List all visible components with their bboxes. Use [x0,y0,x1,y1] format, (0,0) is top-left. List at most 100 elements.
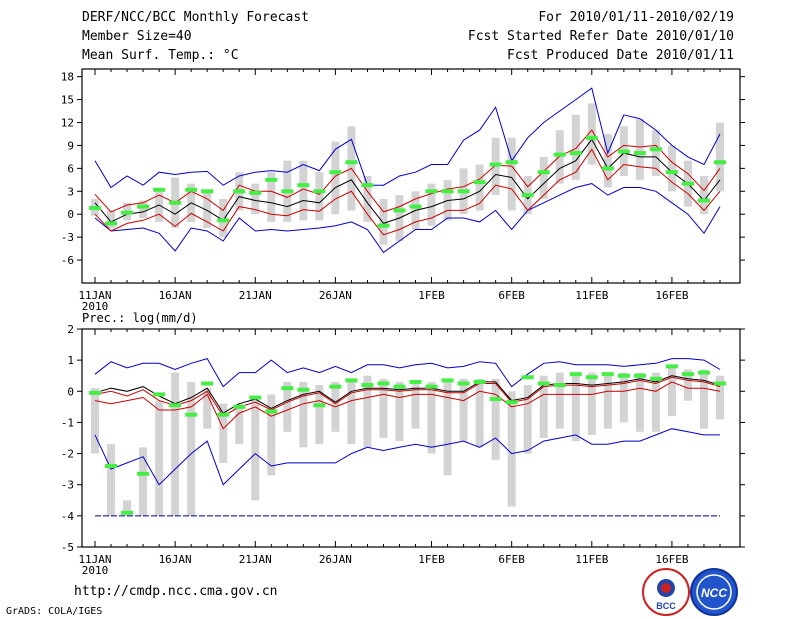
max-line [94,87,721,189]
ensemble-box [635,118,644,180]
observed-marker [553,152,566,157]
y-tick-label: -1 [61,416,74,429]
ensemble-box [491,378,500,460]
ensemble-box [155,191,164,222]
observed-marker [201,189,214,194]
observed-marker [633,151,646,156]
lower-quartile-line [94,148,721,236]
observed-marker [473,379,486,384]
ensemble-mean-line [94,375,721,414]
ensemble-box [251,397,260,501]
x-tick-label: 21JAN [239,289,272,302]
year-label: 2010 [82,564,109,577]
ensemble-box [651,372,660,432]
forecast-period: For 2010/01/11-2010/02/19 [538,10,734,25]
x-tick-label: 11FEB [575,289,608,302]
observed-marker [714,160,726,165]
observed-marker [233,189,246,194]
observed-marker [169,403,182,408]
observed-marker [457,381,470,386]
ensemble-box [203,388,212,429]
ensemble-box [587,372,596,435]
grads-credit: GrADS: COLA/IGES [6,606,103,617]
observed-marker [425,189,438,194]
observed-marker [521,193,534,198]
ensemble-box [523,385,532,454]
ensemble-box [475,378,484,448]
observed-marker [585,135,598,140]
observed-marker [361,383,374,388]
observed-marker [185,187,198,192]
observed-marker [473,180,486,185]
ensemble-box [107,210,116,228]
observed-marker [121,210,134,215]
ensemble-box [716,375,724,420]
y-tick-label: -2 [61,448,74,461]
ensemble-box [427,381,436,454]
observed-marker [329,170,342,175]
y-tick-label: 6 [67,162,74,175]
x-tick-label: 16FEB [655,553,688,566]
ensemble-box [427,183,436,226]
member-size: Member Size=40 [82,29,192,44]
observed-marker [281,189,294,194]
observed-marker [505,400,518,405]
observed-marker [153,392,166,397]
ensemble-box [443,381,452,476]
ensemble-box [315,385,324,445]
min-line [94,428,720,486]
precip-panel-title: Prec.: log(mm/d) [82,311,198,325]
ensemble-box [171,372,180,516]
observed-marker [649,147,662,152]
observed-marker [297,387,310,392]
upper-quartile-line [94,376,721,417]
ensemble-box [539,156,548,199]
ensemble-box [667,366,676,417]
x-tick-label: 26JAN [319,553,352,566]
observed-marker [393,208,406,213]
observed-marker [281,386,294,391]
ensemble-box [347,378,356,445]
ensemble-box [107,444,116,516]
max-line [94,358,721,388]
y-tick-label: 0 [67,208,74,221]
ensemble-box [203,191,212,228]
y-tick-label: -3 [61,231,74,244]
ensemble-box [411,381,420,429]
observed-marker [217,412,230,417]
ensemble-box [667,145,676,192]
ensemble-box [619,372,628,423]
observed-marker [553,383,566,388]
plot-frame [81,68,741,284]
observed-marker [249,395,262,400]
ensemble-box [379,378,388,438]
x-tick-label: 11JAN [78,553,111,566]
ensemble-box [507,391,516,507]
ncc-logo: NCC [690,568,738,616]
x-tick-label: 16JAN [159,289,192,302]
observed-marker [297,183,310,188]
observed-marker [617,373,630,378]
ensemble-box [315,172,324,221]
ensemble-box [235,403,244,445]
observed-marker [105,464,118,469]
y-tick-label: -5 [61,541,74,554]
source-url[interactable]: http://cmdp.ncc.cma.gov.cn [74,584,278,599]
ensemble-mean-line [94,138,721,224]
observed-marker [361,183,374,188]
observed-marker [329,384,342,389]
y-tick-label: -4 [61,510,75,523]
observed-marker [89,390,101,395]
y-tick-label: 9 [67,139,74,152]
observed-marker [313,189,326,194]
observed-marker [697,198,710,203]
upper-quartile-line [94,129,721,213]
observed-marker [697,370,710,375]
lower-quartile-line [94,381,721,430]
observed-marker [217,218,230,223]
observed-marker [505,160,518,165]
ensemble-box [571,372,580,442]
ensemble-box [571,114,580,180]
plot-frame [81,328,741,548]
